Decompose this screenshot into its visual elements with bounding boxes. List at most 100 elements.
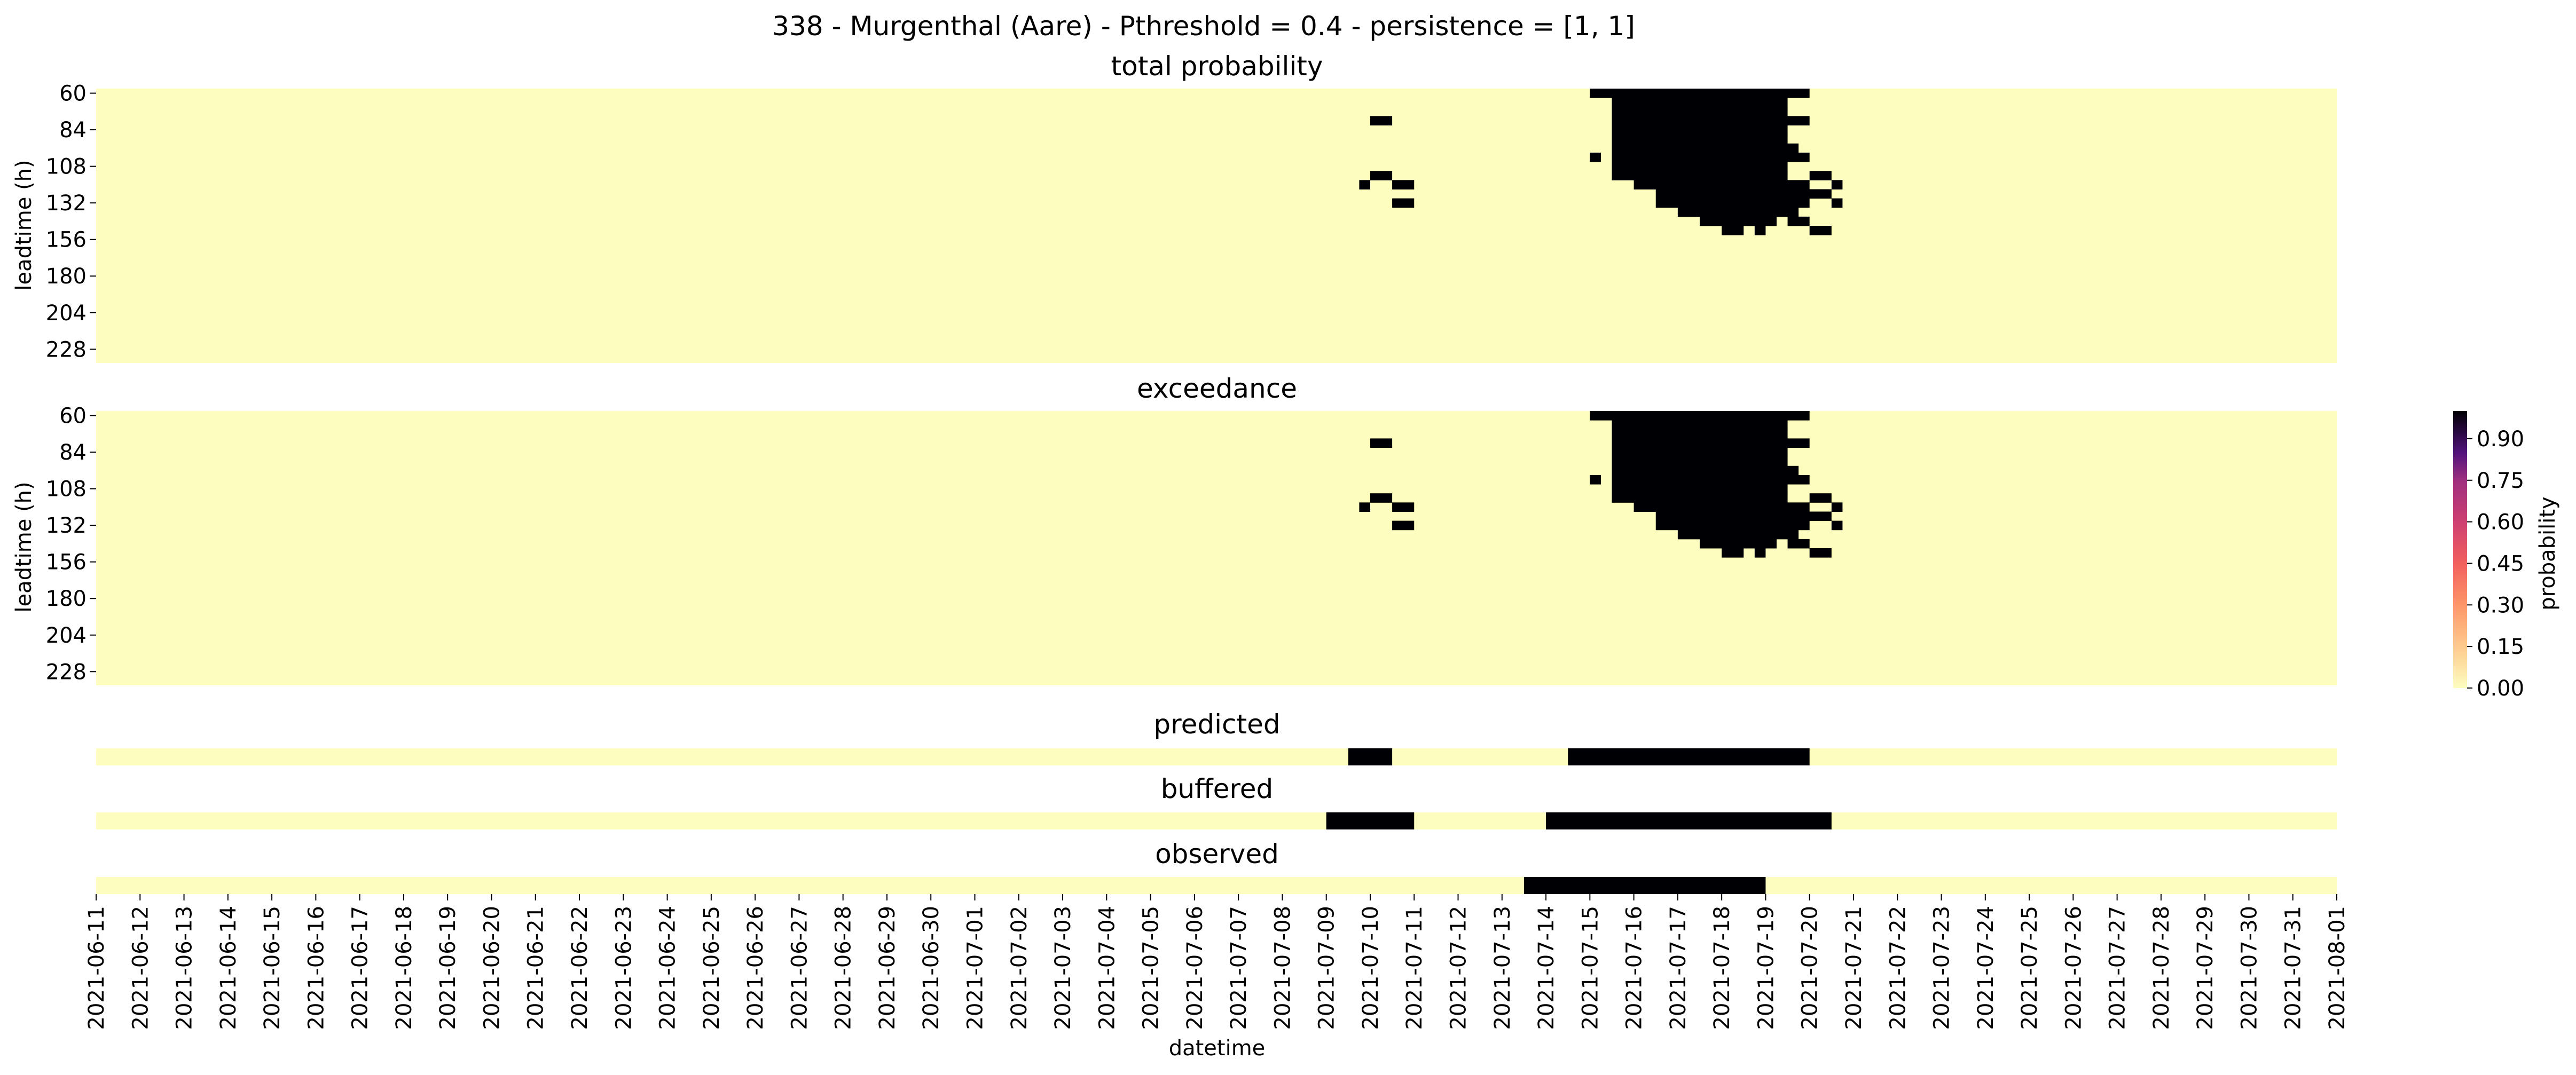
heatmap-cell <box>1359 180 1370 189</box>
heatmap-cell <box>1809 493 1832 503</box>
x-tick-label: 2021-06-26 <box>743 906 768 1030</box>
x-tick-label: 2021-07-02 <box>1007 906 1032 1030</box>
panel1-ylabel: leadtime (h) <box>12 160 36 290</box>
heatmap-cell <box>1612 171 1788 180</box>
heatmap-cell <box>1831 180 1843 189</box>
x-tick-label: 2021-06-17 <box>348 906 373 1030</box>
heatmap-cell <box>1370 171 1393 180</box>
colorbar-tick-label: 0.60 <box>2477 510 2524 535</box>
x-tick-label: 2021-07-31 <box>2281 906 2306 1030</box>
heatmap-cell <box>1700 216 1777 226</box>
heatmap-cell <box>1612 125 1788 135</box>
heatmap-cell <box>1787 539 1810 549</box>
heatmap-background <box>96 89 2337 363</box>
x-tick-label: 2021-06-20 <box>480 906 504 1030</box>
panel1-yticks: 60 84 108 132 156 180 204 228 <box>46 82 96 362</box>
x-tick-label: 2021-07-13 <box>1490 906 1515 1030</box>
y-tick-label: 180 <box>46 264 87 289</box>
heatmap-cell <box>1633 180 1810 189</box>
x-tick-label: 2021-06-21 <box>524 906 548 1030</box>
x-tick-label: 2021-07-18 <box>1710 906 1734 1030</box>
y-tick-label: 108 <box>46 477 87 502</box>
x-tick-label: 2021-06-30 <box>919 906 944 1030</box>
heatmap-cell <box>1722 226 1744 235</box>
heatmap-cell <box>1754 548 1766 558</box>
x-tick-label: 2021-07-26 <box>2061 906 2086 1030</box>
heatmap-cell <box>1722 548 1744 558</box>
event-bar <box>1348 748 1393 765</box>
heatmap-cell <box>1370 493 1393 503</box>
heatmap-cell <box>1612 438 1810 448</box>
x-tick-label: 2021-06-24 <box>656 906 680 1030</box>
heatmap-cell <box>1655 511 1832 521</box>
predicted-title: predicted <box>1153 709 1280 740</box>
heatmap-cell <box>1633 502 1810 512</box>
heatmap-cell <box>1612 493 1788 503</box>
panel2-ylabel: leadtime (h) <box>12 481 36 612</box>
x-tick-label: 2021-06-27 <box>787 906 812 1030</box>
heatmap-cell <box>1612 98 1788 107</box>
buffered-strip <box>96 812 2337 829</box>
event-bar <box>1523 877 1766 894</box>
y-tick-label: 60 <box>59 404 87 429</box>
x-tick-label: 2021-06-25 <box>700 906 724 1030</box>
heatmap-cell <box>1590 475 1601 485</box>
heatmap-cell <box>1370 438 1393 448</box>
observed-title: observed <box>1155 839 1279 870</box>
y-tick-label: 228 <box>46 660 87 684</box>
x-tick-label: 2021-07-14 <box>1534 906 1559 1030</box>
heatmap-cell <box>1392 502 1415 512</box>
x-tick-label: 2021-07-30 <box>2237 906 2261 1030</box>
y-tick-label: 84 <box>59 118 87 143</box>
x-tick-label: 2021-07-10 <box>1358 906 1383 1030</box>
figure-title: 338 - Murgenthal (Aare) - Pthreshold = 0… <box>772 11 1635 42</box>
x-tick-label: 2021-07-17 <box>1666 906 1691 1030</box>
heatmap-cell <box>1831 198 1843 208</box>
colorbar-tick-label: 0.90 <box>2477 427 2524 452</box>
x-tick-label: 2021-07-23 <box>1930 906 1954 1030</box>
heatmap-cell <box>1655 198 1810 208</box>
x-tick-label: 2021-06-14 <box>216 906 241 1030</box>
x-tick-label: 2021-06-16 <box>304 906 328 1030</box>
strip-background <box>96 812 2337 829</box>
heatmap-cell <box>1612 456 1788 467</box>
colorbar: 0.00 0.15 0.30 0.45 0.60 0.75 0.90 <box>2453 411 2524 701</box>
colorbar-label: probability <box>2535 496 2560 610</box>
y-tick-label: 60 <box>59 82 87 106</box>
heatmap-cell <box>1831 520 1843 531</box>
y-tick-label: 180 <box>46 587 87 611</box>
heatmap-cell <box>1787 216 1810 226</box>
heatmap-cell <box>1612 162 1788 171</box>
x-tick-label: 2021-07-15 <box>1578 906 1603 1030</box>
heatmap-cell <box>1612 429 1788 439</box>
x-tick-label: 2021-08-01 <box>2325 906 2350 1030</box>
x-axis-label: datetime <box>1169 1036 1266 1061</box>
x-tick-label: 2021-06-22 <box>568 906 592 1030</box>
colorbar-gradient <box>2453 411 2467 688</box>
strip-background <box>96 748 2337 765</box>
panel2-yticks: 60 84 108 132 156 180 204 228 <box>46 404 96 684</box>
heatmap-cell <box>1612 116 1810 126</box>
heatmap-cell <box>1590 411 1810 421</box>
x-tick-label: 2021-06-19 <box>436 906 460 1030</box>
x-tick-label: 2021-07-09 <box>1315 906 1339 1030</box>
event-bar <box>1326 812 1415 829</box>
x-tick-label: 2021-07-27 <box>2106 906 2130 1030</box>
y-tick-label: 132 <box>46 513 87 538</box>
y-tick-label: 204 <box>46 623 87 648</box>
x-tick-label: 2021-07-05 <box>1139 906 1164 1030</box>
heatmap-cell <box>1831 502 1843 512</box>
event-bar <box>1568 748 1810 765</box>
heatmap-cell <box>1700 539 1777 549</box>
panel1-heatmap <box>96 89 2337 363</box>
heatmap-cell <box>1392 198 1415 208</box>
heatmap-cell <box>1590 89 1810 98</box>
heatmap-cell <box>1612 420 1788 430</box>
x-tick-label: 2021-06-13 <box>172 906 197 1030</box>
x-tick-label: 2021-07-04 <box>1095 906 1119 1030</box>
heatmap-cell <box>1370 116 1393 126</box>
heatmap-cell <box>1612 465 1799 476</box>
event-bar <box>1546 812 1832 829</box>
panel2-heatmap <box>96 411 2337 685</box>
